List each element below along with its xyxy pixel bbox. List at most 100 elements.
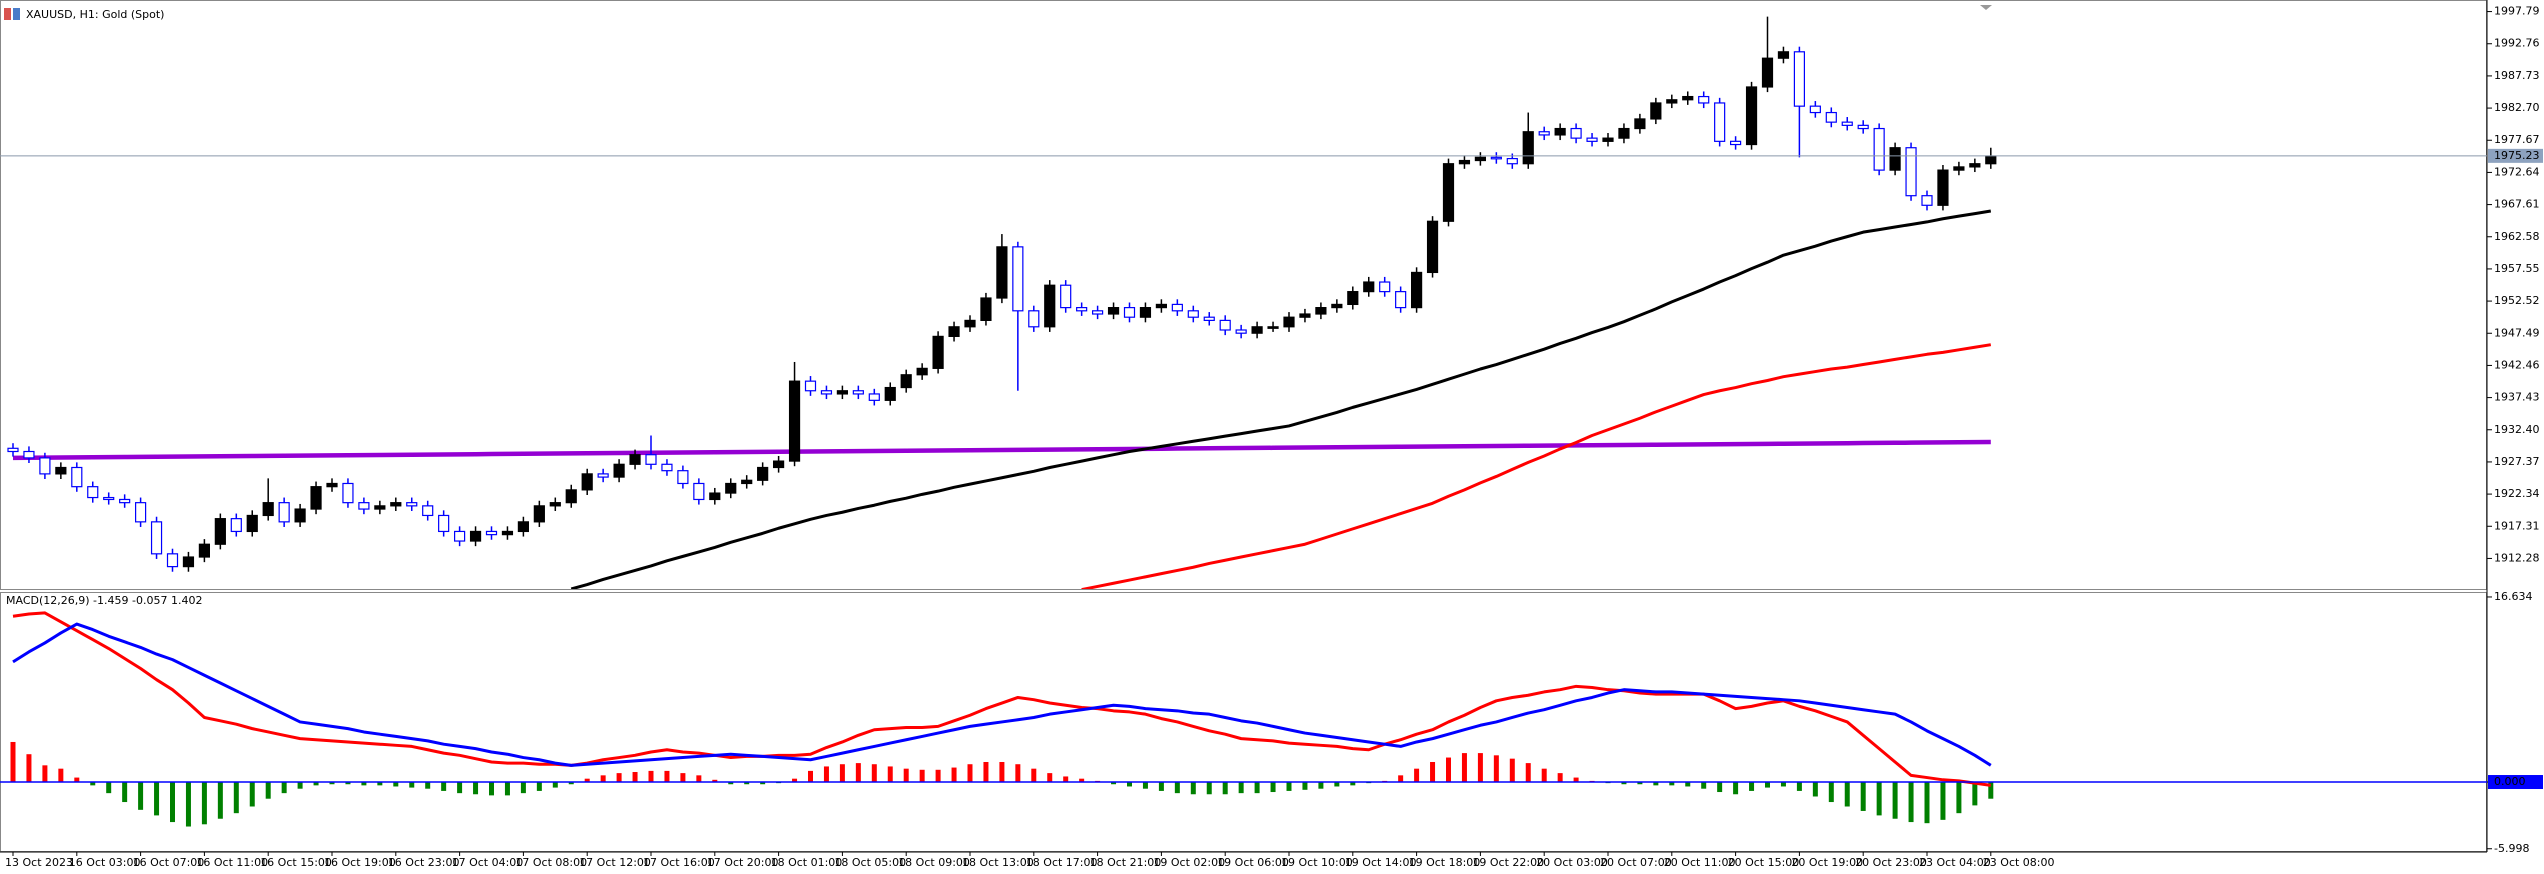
candle-body [1618, 127, 1630, 139]
candle-body [1793, 51, 1806, 107]
histogram-bar [1988, 782, 1994, 799]
candle-body [198, 543, 210, 558]
histogram-bar [217, 782, 223, 819]
histogram-bar [1860, 782, 1866, 811]
x-tick-label: 20 Oct 11:00 [1664, 856, 1736, 869]
candle-body [677, 470, 689, 485]
candle-body [788, 380, 801, 462]
histogram-bar [935, 769, 941, 783]
histogram-bar [1334, 782, 1340, 787]
candle-body [1139, 307, 1152, 318]
candle-body [517, 521, 530, 533]
candle-body [884, 386, 896, 401]
histogram-bar [106, 782, 112, 794]
histogram-bar [42, 765, 48, 783]
x-tick-label: 18 Oct 17:00 [1026, 856, 1098, 869]
histogram-bar [1844, 782, 1850, 807]
candle-body [1985, 155, 1997, 165]
histogram-bar [520, 782, 526, 794]
y-tick-label: 1937.43 [2494, 391, 2540, 404]
x-tick-label: 17 Oct 16:00 [643, 856, 715, 869]
x-tick-label: 16 Oct 11:00 [196, 856, 268, 869]
histogram-bar [201, 782, 207, 825]
candle-body [358, 502, 370, 510]
histogram-bar [903, 768, 909, 783]
histogram-bar [568, 782, 574, 785]
candle-body [310, 486, 322, 510]
candle-body [1921, 195, 1933, 206]
y-tick-label: 1947.49 [2494, 326, 2540, 339]
histogram-bar [489, 782, 494, 796]
histogram-bar [154, 782, 160, 816]
histogram-bar [1621, 782, 1627, 785]
candle-body [1474, 156, 1487, 162]
candle-body [103, 496, 115, 501]
x-tick-label: 20 Oct 19:00 [1791, 856, 1863, 869]
candle-body [1729, 140, 1742, 146]
histogram-bar [871, 764, 877, 783]
histogram-bar [616, 773, 622, 783]
histogram-bar [1318, 782, 1324, 789]
x-tick-label: 20 Oct 23:00 [1855, 856, 1927, 869]
histogram-bar [345, 782, 351, 785]
histogram-bar [951, 767, 957, 783]
histogram-bar [1286, 782, 1292, 791]
histogram-bar [122, 782, 128, 803]
histogram-bar [552, 782, 558, 788]
candle-body [1586, 137, 1598, 142]
candle-body [693, 482, 705, 501]
histogram-bar [1398, 775, 1404, 783]
histogram-bar [1924, 782, 1930, 824]
macd-line [12, 622, 1992, 767]
histogram-bar [393, 782, 399, 787]
candle-body [1187, 310, 1199, 318]
histogram-bar [1685, 782, 1691, 787]
histogram-bar [329, 782, 335, 785]
candle-body [1745, 86, 1758, 146]
histogram-bar [1031, 768, 1037, 783]
candle-body [964, 319, 976, 328]
candle-body [1363, 281, 1375, 293]
histogram-bar [855, 763, 861, 783]
macd-title: MACD(12,26,9) -1.459 -0.057 1.402 [6, 594, 202, 607]
histogram-bar [1477, 753, 1483, 783]
candle-body [1490, 156, 1502, 160]
x-tick-label: 13 Oct 2023 [5, 856, 73, 869]
candle-body [1634, 118, 1646, 130]
candle-body [613, 463, 625, 478]
candle-body [836, 390, 849, 395]
histogram-bar [1812, 782, 1818, 797]
histogram-bar [185, 782, 191, 827]
candle-body [55, 466, 67, 475]
zero-label-box [2488, 775, 2543, 790]
candle-body [533, 505, 545, 523]
histogram-bar [10, 741, 16, 783]
macd-line [12, 611, 1992, 787]
x-tick-label: 18 Oct 21:00 [1090, 856, 1162, 869]
histogram-bar [90, 782, 96, 786]
candle-body [629, 454, 641, 465]
candle-body [1076, 307, 1088, 312]
histogram-bar [792, 778, 798, 783]
candle-body [23, 450, 35, 459]
histogram-bar [1174, 782, 1180, 794]
histogram-bar [265, 782, 271, 799]
candle-body [1028, 310, 1040, 328]
candle-body [1012, 246, 1024, 312]
x-tick-label: 16 Oct 03:00 [69, 856, 141, 869]
histogram-bar [1892, 782, 1898, 819]
candle-body [422, 505, 434, 517]
histogram-bar [664, 770, 670, 783]
candle-body [406, 502, 418, 507]
candle-body [1841, 121, 1853, 126]
histogram-bar [1111, 782, 1117, 785]
candle-body [725, 482, 737, 494]
histogram-bar [1940, 782, 1946, 820]
y-tick-label: 1912.28 [2494, 551, 2540, 564]
x-tick-label: 19 Oct 22:00 [1472, 856, 1544, 869]
candle-body [948, 326, 960, 337]
histogram-bar [1701, 782, 1707, 789]
x-tick-label: 19 Oct 14:00 [1345, 856, 1417, 869]
candle-body [932, 335, 944, 369]
candle-body [581, 473, 593, 491]
